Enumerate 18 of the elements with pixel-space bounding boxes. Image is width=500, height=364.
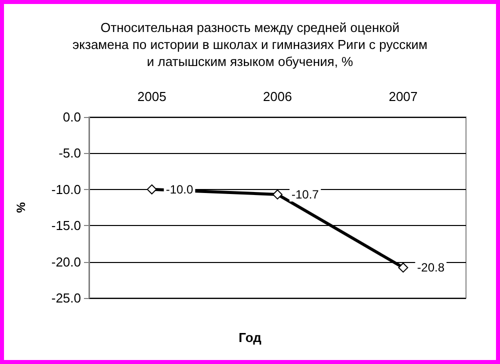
y-tick-label: -20.0 — [51, 254, 81, 270]
x-tick-label: 2005 — [137, 89, 166, 104]
data-label: -10.0 — [166, 182, 194, 196]
y-tick-label: -5.0 — [58, 146, 81, 161]
data-label: -10.7 — [292, 187, 320, 202]
point — [146, 184, 157, 194]
x-axis-title: Год — [238, 330, 262, 345]
point — [398, 262, 408, 273]
point — [272, 189, 282, 200]
y-tick-label: -15.0 — [51, 218, 81, 234]
y-tick-label: 0.0 — [62, 110, 81, 124]
data-label: -20.8 — [417, 260, 445, 275]
y-axis-title: % — [14, 202, 28, 213]
x-tick-label: 2006 — [263, 89, 292, 104]
chart-title: Относительная разность между средней оценкой экзамена по истории в школах и гимназиях Риги с русским и латышским языком обучения, % — [72, 20, 428, 69]
x-tick-label: 2007 — [388, 89, 418, 104]
y-tick-label: -10.0 — [51, 182, 81, 197]
y-tick-label: -25.0 — [51, 290, 81, 306]
